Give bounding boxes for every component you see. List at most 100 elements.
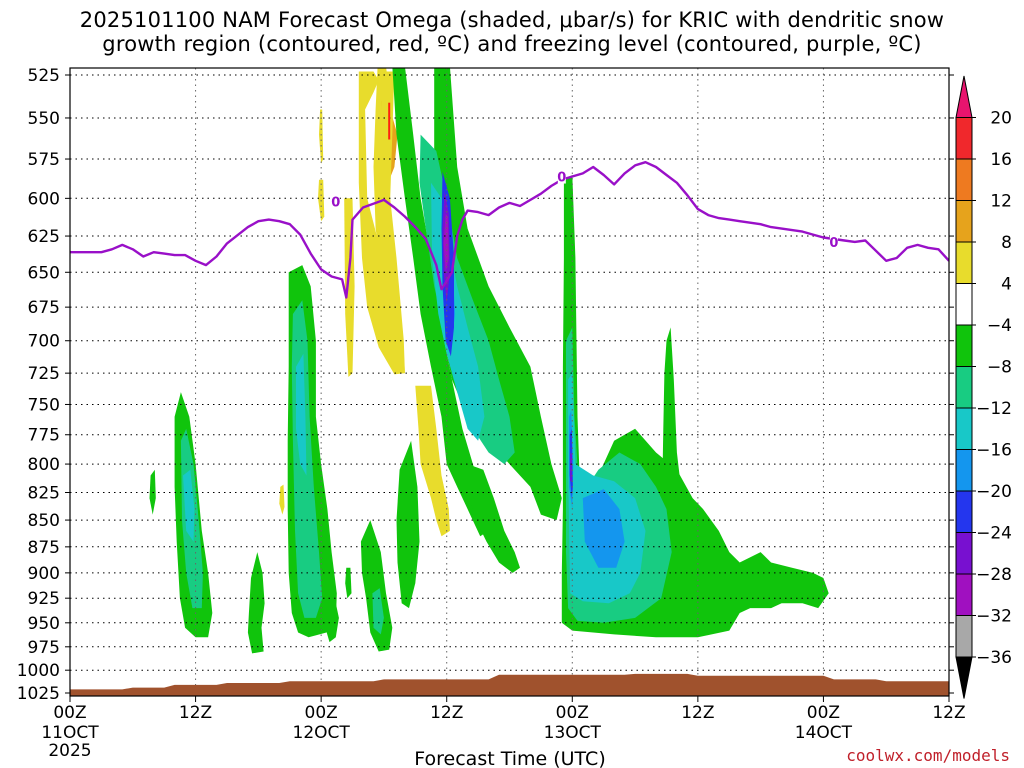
y-tick-label: 875: [28, 538, 60, 558]
y-tick-label: 925: [28, 589, 60, 609]
colorbar-label: −24: [976, 524, 1012, 544]
credit-text: coolwx.com/models: [846, 746, 1010, 765]
colorbar-segment: [955, 324, 973, 367]
colorbar-label: 8: [1001, 233, 1012, 253]
colorbar: 20 16 12 8 4 −4 −8 −12 −16 −20 −24 −28 −32 −36: [955, 75, 1012, 699]
omega-region-0: [319, 109, 324, 164]
omega-region-4: [358, 71, 405, 375]
x-tick-label: 00Z: [556, 703, 589, 723]
y-tick-label: 600: [28, 189, 60, 209]
omega-region-21: [296, 353, 307, 476]
contour-label-bg: [331, 194, 340, 209]
omega-region-9: [425, 428, 440, 496]
y-tick-label: 725: [28, 364, 60, 384]
omega-region-37: [582, 489, 625, 568]
colorbar-segment: [955, 158, 973, 201]
y-tick-label: 650: [28, 263, 60, 283]
colorbar-segment: [955, 573, 973, 616]
x-tick-label: 12Z: [179, 703, 212, 723]
x-tick-label: 00Z: [53, 703, 86, 723]
colorbar-label: 4: [1001, 275, 1012, 295]
x-axis-title: Forecast Time (UTC): [414, 748, 605, 768]
x-tick-date-label: 11OCT: [41, 723, 99, 743]
x-tick-date-label: 13OCT: [544, 723, 602, 743]
y-tick-label: 975: [28, 638, 60, 658]
omega-region-10: [392, 68, 489, 537]
omega-region-39: [570, 452, 572, 482]
omega-region-27: [396, 440, 420, 609]
colorbar-label: −16: [976, 441, 1012, 461]
colorbar-label: 20: [990, 109, 1012, 129]
x-tick-label: 12Z: [430, 703, 463, 723]
surface-area: [70, 673, 949, 696]
colorbar-label: −32: [976, 607, 1012, 627]
colorbar-label: 16: [990, 150, 1012, 170]
colorbar-label: −20: [976, 482, 1012, 502]
y-tick-label: 1025: [17, 684, 60, 704]
colorbar-label: −4: [987, 316, 1012, 336]
omega-region-12: [467, 464, 520, 573]
omega-region-3: [279, 484, 285, 515]
colorbar-label: −28: [976, 565, 1012, 585]
y-tick-label: 625: [28, 227, 60, 247]
plot-frame: [69, 67, 950, 697]
omega-region-22: [247, 552, 265, 654]
freezing-level-contour-label: 0: [829, 236, 838, 251]
y-tick-label: 850: [28, 511, 60, 531]
y-tick-label: 750: [28, 395, 60, 415]
y-tick-label: 775: [28, 426, 60, 446]
chart-title-line-1: 2025101100 NAM Forecast Omega (shaded, μ…: [79, 8, 945, 32]
colorbar-label: −12: [976, 399, 1012, 419]
colorbar-segment: [955, 490, 973, 533]
x-tick-label: 00Z: [807, 703, 840, 723]
colorbar-segment: [955, 366, 973, 409]
contour-lines: 0 0 0: [70, 102, 949, 299]
colorbar-segment: [955, 407, 973, 450]
omega-region-24: [325, 593, 339, 643]
omega-region-23: [345, 567, 352, 599]
x-tick-label: 00Z: [305, 703, 338, 723]
freezing-level-contour-label: 0: [557, 171, 566, 186]
omega-region-31: [183, 469, 195, 542]
x-tick-date-label: 14OCT: [795, 723, 853, 743]
colorbar-label: −8: [987, 358, 1012, 378]
y-tick-label: 1000: [17, 661, 60, 681]
omega-region-26: [372, 588, 384, 635]
contour-label-bg: [829, 234, 838, 249]
surface-ground-layer: [70, 673, 949, 696]
y-tick-label: 950: [28, 614, 60, 634]
y-tick-label: 700: [28, 332, 60, 352]
x-tick-label: 12Z: [932, 703, 965, 723]
contour-label-bg: [557, 169, 566, 184]
y-tick-label: 800: [28, 455, 60, 475]
freezing-level-contour-label: 0: [331, 195, 340, 210]
y-axis: 525 550 575 600 625 650 675 700 725 750 775 800 825 8…: [17, 66, 954, 704]
colorbar-bottom-arrow: [955, 656, 973, 699]
y-tick-label: 550: [28, 109, 60, 129]
colorbar-segment: [955, 241, 973, 284]
omega-shaded-regions: [149, 68, 829, 654]
x-tick-date-label: 12OCT: [293, 723, 351, 743]
omega-region-25: [360, 520, 393, 652]
y-tick-label: 575: [28, 150, 60, 170]
x-tick-label: 12Z: [681, 703, 714, 723]
freezing-level-line: [70, 160, 949, 299]
omega-region-18: [443, 213, 449, 273]
colorbar-segment: [955, 117, 973, 160]
colorbar-label: −36: [976, 648, 1012, 668]
y-tick-label: 825: [28, 483, 60, 503]
colorbar-segment: [955, 615, 973, 658]
colorbar-segment: [955, 449, 973, 492]
colorbar-segment: [955, 283, 973, 326]
x-tick-year-label: 2025: [48, 741, 91, 761]
omega-region-7: [381, 71, 405, 374]
chart-title-line-2: growth region (contoured, red, ºC) and f…: [102, 32, 922, 56]
y-tick-label: 525: [28, 66, 60, 86]
colorbar-label: 12: [990, 192, 1012, 212]
y-tick-label: 675: [28, 298, 60, 318]
colorbar-segment: [955, 200, 973, 243]
y-tick-label: 900: [28, 564, 60, 584]
colorbar-top-arrow: [955, 75, 973, 118]
